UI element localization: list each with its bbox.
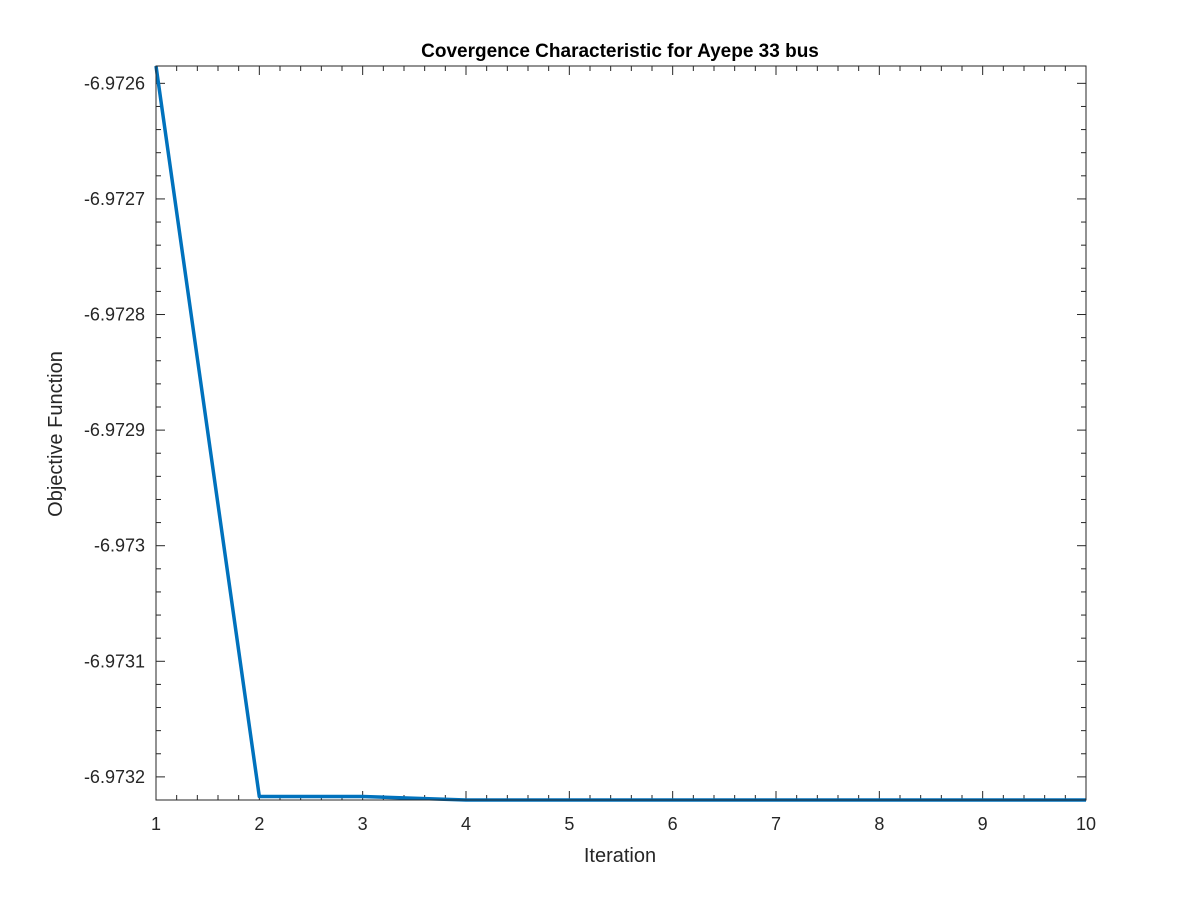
y-tick-label: -6.9732 (84, 767, 145, 787)
y-tick-label: -6.973 (94, 536, 145, 556)
x-tick-label: 10 (1076, 814, 1096, 834)
x-tick-label: 3 (358, 814, 368, 834)
x-tick-label: 2 (254, 814, 264, 834)
x-tick-label: 4 (461, 814, 471, 834)
y-tick-label: -6.9726 (84, 73, 145, 93)
x-axis-label: Iteration (584, 845, 656, 867)
axes-box (155, 65, 1087, 801)
plot-area (156, 66, 1086, 800)
x-tick-label: 9 (978, 814, 988, 834)
x-tick-label: 5 (564, 814, 574, 834)
x-tick-label: 6 (668, 814, 678, 834)
y-tick-label: -6.9727 (84, 189, 145, 209)
y-tick-label: -6.9728 (84, 305, 145, 325)
y-tick-label: -6.9731 (84, 651, 145, 671)
y-tick-labels: -6.9732 -6.9731 -6.973 -6.9729 -6.9728 -6.972… (84, 73, 145, 787)
x-tick-labels: 1 2 3 4 5 6 7 8 9 10 (151, 814, 1096, 834)
x-tick-label: 7 (771, 814, 781, 834)
x-tick-label: 8 (874, 814, 884, 834)
y-axis-label: Objective Function (45, 351, 67, 517)
y-tick-label: -6.9729 (84, 420, 145, 440)
chart-title: Covergence Characteristic for Ayepe 33 b… (421, 41, 819, 62)
minor-ticks (156, 66, 1086, 801)
x-tick-label: 1 (151, 814, 161, 834)
